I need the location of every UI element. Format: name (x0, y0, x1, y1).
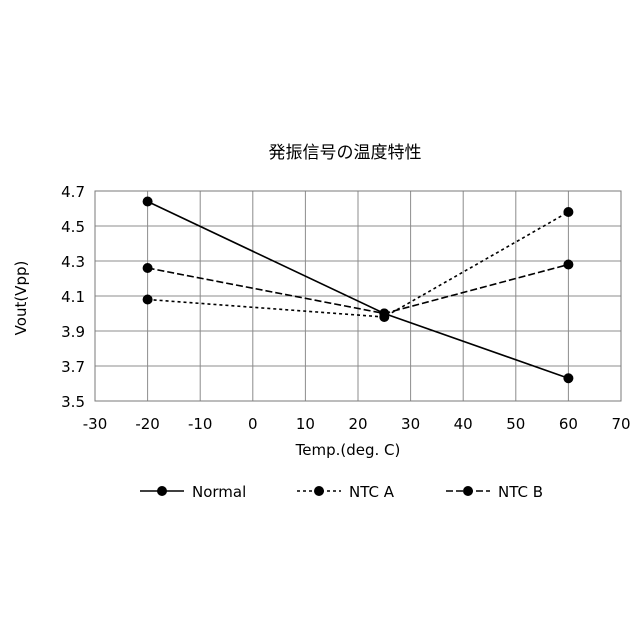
data-point (143, 263, 153, 273)
y-tick-label: 4.7 (61, 183, 85, 201)
data-point (563, 260, 573, 270)
y-tick-label: 3.5 (61, 393, 85, 411)
chart-title: 発振信号の温度特性 (269, 143, 422, 163)
legend-label: NTC A (349, 483, 395, 501)
data-point (143, 197, 153, 207)
x-tick-label: 50 (506, 415, 525, 433)
legend-marker (314, 486, 324, 496)
y-axis-label: Vout(Vpp) (12, 261, 30, 336)
x-axis-label: Temp.(deg. C) (295, 441, 401, 459)
x-tick-label: -20 (135, 415, 160, 433)
x-tick-label: 60 (559, 415, 578, 433)
y-tick-label: 4.5 (61, 218, 85, 236)
x-tick-label: 0 (248, 415, 258, 433)
data-point (379, 309, 389, 319)
legend-item: NTC B (446, 483, 543, 501)
y-tick-label: 3.7 (61, 358, 85, 376)
legend-marker (157, 486, 167, 496)
y-tick-labels: 3.5 3.7 3.9 4.1 4.3 4.5 4.7 (61, 183, 85, 411)
legend-label: Normal (192, 483, 246, 501)
x-tick-label: -30 (83, 415, 108, 433)
y-tick-label: 4.1 (61, 288, 85, 306)
y-tick-label: 3.9 (61, 323, 85, 341)
x-tick-label: -10 (188, 415, 213, 433)
x-tick-label: 30 (401, 415, 420, 433)
y-tick-label: 4.3 (61, 253, 85, 271)
x-tick-label: 40 (454, 415, 473, 433)
x-tick-label: 20 (348, 415, 367, 433)
legend-item: NTC A (297, 483, 395, 501)
x-tick-label: 10 (296, 415, 315, 433)
legend-item: Normal (140, 483, 246, 501)
data-point (563, 373, 573, 383)
legend: Normal NTC A NTC B (140, 483, 543, 501)
data-point (563, 207, 573, 217)
data-point (143, 295, 153, 305)
legend-label: NTC B (498, 483, 543, 501)
x-tick-label: 70 (611, 415, 630, 433)
x-tick-labels: -30 -20 -10 0 10 20 30 40 50 60 70 (83, 415, 631, 433)
legend-marker (463, 486, 473, 496)
